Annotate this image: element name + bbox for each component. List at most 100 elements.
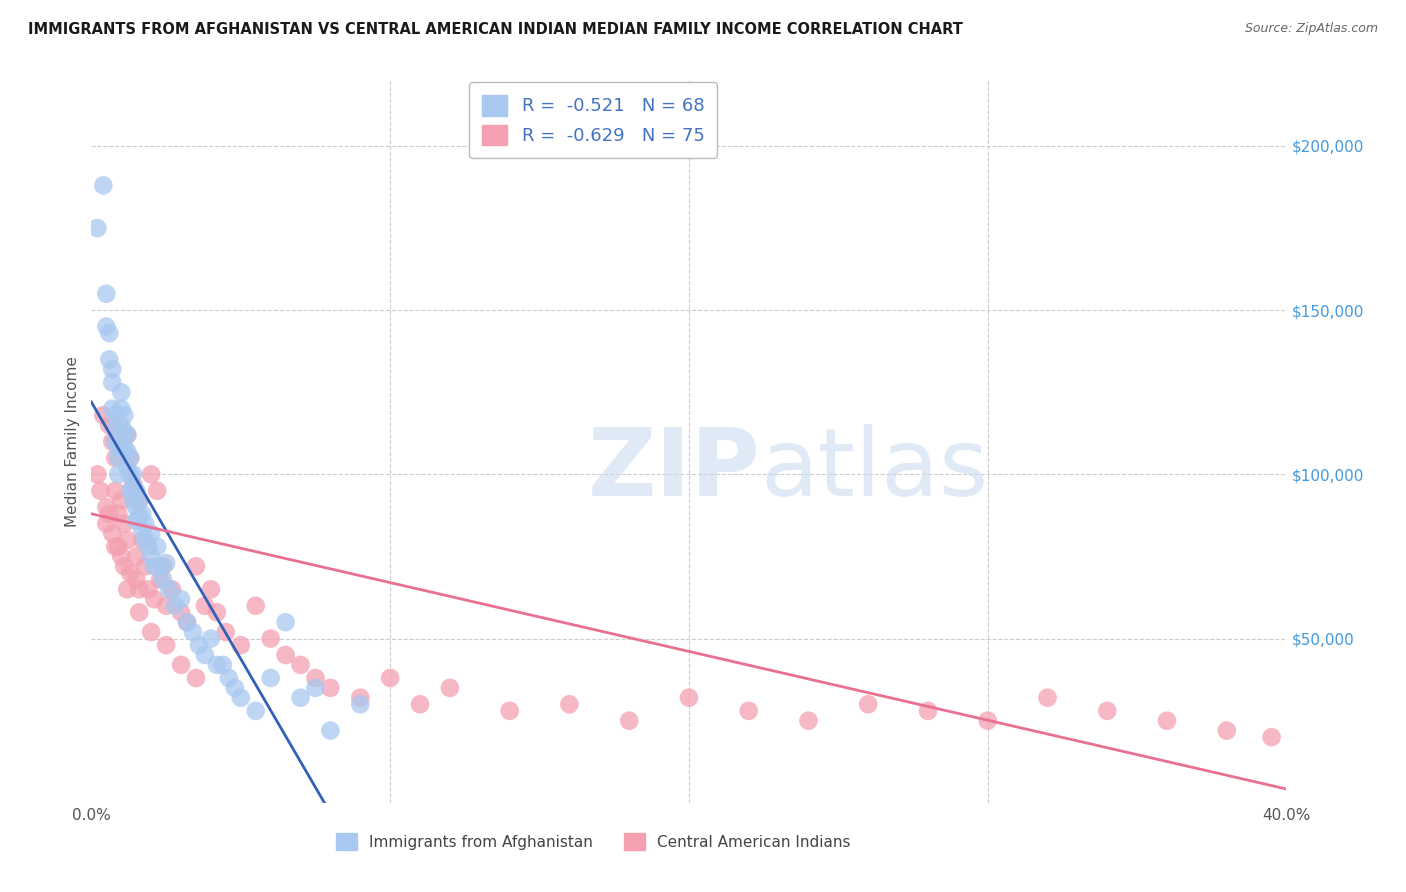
Point [134,533,156,547]
Point [274,615,297,630]
Point [224,681,246,695]
Point [194,599,217,613]
Point [122,493,145,508]
Point [170,605,193,619]
Point [115,460,138,475]
Point [205,605,228,619]
Point [93,178,115,193]
Point [125,549,148,564]
Point [176,615,198,630]
Point [110,493,132,508]
Point [112,425,135,439]
Point [112,441,135,455]
Point [104,434,127,449]
Point [143,592,166,607]
Point [155,638,177,652]
Point [319,681,342,695]
Point [290,657,312,672]
Point [737,704,759,718]
Point [107,540,129,554]
Point [136,540,159,554]
Point [96,286,118,301]
Point [194,648,217,662]
Point [304,681,326,695]
Point [149,559,172,574]
Point [115,428,138,442]
Point [1216,723,1239,738]
Text: atlas: atlas [761,425,988,516]
Point [110,418,132,433]
Point [89,483,111,498]
Point [112,516,135,531]
Point [107,441,129,455]
Point [122,481,145,495]
Text: IMMIGRANTS FROM AFGHANISTAN VS CENTRAL AMERICAN INDIAN MEDIAN FAMILY INCOME CORR: IMMIGRANTS FROM AFGHANISTAN VS CENTRAL A… [28,22,963,37]
Point [1097,704,1119,718]
Point [86,467,108,482]
Point [205,657,228,672]
Point [115,428,138,442]
Point [917,704,939,718]
Point [349,698,371,712]
Point [98,418,121,433]
Point [170,657,193,672]
Point [259,671,281,685]
Point [107,467,129,482]
Point [128,605,150,619]
Point [96,500,118,515]
Point [181,625,204,640]
Point [112,409,135,423]
Point [858,698,880,712]
Point [131,533,153,547]
Point [115,533,138,547]
Point [619,714,641,728]
Point [1260,730,1282,744]
Point [149,573,172,587]
Point [125,483,148,498]
Point [104,409,127,423]
Point [122,477,145,491]
Point [439,681,461,695]
Point [245,599,267,613]
Point [93,409,115,423]
Point [128,493,150,508]
Point [110,401,132,416]
Text: Source: ZipAtlas.com: Source: ZipAtlas.com [1244,22,1378,36]
Point [259,632,281,646]
Point [115,582,138,597]
Text: ZIP: ZIP [588,425,761,516]
Point [96,516,118,531]
Point [128,510,150,524]
Point [104,540,127,554]
Point [101,401,124,416]
Point [125,573,148,587]
Point [188,638,211,652]
Point [170,592,193,607]
Point [409,698,432,712]
Point [1036,690,1059,705]
Point [141,467,163,482]
Point [678,690,700,705]
Point [304,671,326,685]
Point [184,671,207,685]
Point [101,434,124,449]
Point [104,450,127,465]
Point [155,556,177,570]
Point [125,513,148,527]
Point [319,723,342,738]
Point [176,615,198,630]
Point [120,450,142,465]
Point [152,559,174,574]
Point [349,690,371,705]
Point [101,362,124,376]
Point [211,657,233,672]
Point [112,559,135,574]
Point [120,467,142,482]
Point [229,690,252,705]
Point [143,559,166,574]
Point [98,352,121,367]
Point [184,559,207,574]
Point [380,671,402,685]
Point [797,714,820,728]
Point [1156,714,1178,728]
